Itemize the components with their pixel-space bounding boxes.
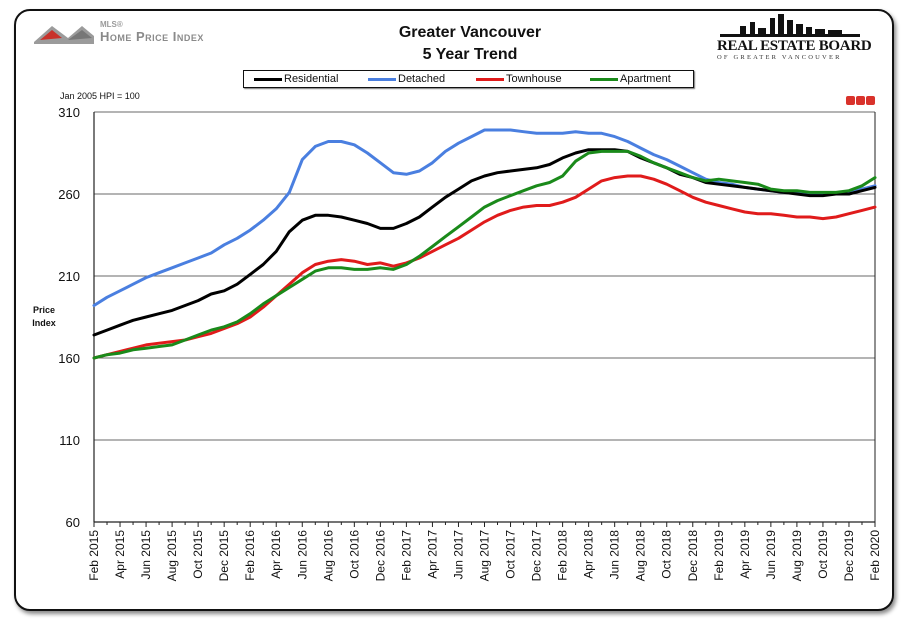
legend-item-residential: Residential xyxy=(254,71,338,87)
house-icon xyxy=(34,26,94,44)
y-tick-label: 160 xyxy=(58,351,80,366)
x-tick-label: Oct 2016 xyxy=(347,530,361,579)
skyline-icon xyxy=(720,14,860,37)
mini-logo-icon xyxy=(866,96,875,105)
legend-item-townhouse: Townhouse xyxy=(476,71,562,87)
series-line-apartment xyxy=(92,149,877,360)
legend-label: Detached xyxy=(398,73,446,85)
x-tick-label: Feb 2015 xyxy=(87,530,101,581)
title-line-1: Greater Vancouver xyxy=(398,24,542,41)
board-name: REAL ESTATE BOARD xyxy=(717,38,872,54)
x-tick-label: Oct 2015 xyxy=(191,530,205,579)
series-line-residential xyxy=(92,148,877,337)
chart-legend: Residential Detached Townhouse Apartment xyxy=(243,70,694,88)
x-tick-label: Aug 2015 xyxy=(165,530,179,582)
y-axis-label-line-1: Price xyxy=(32,305,56,315)
x-tick-label: Apr 2019 xyxy=(738,530,752,579)
x-tick-label: Aug 2017 xyxy=(478,530,492,582)
x-tick-label: Dec 2019 xyxy=(842,530,856,582)
x-tick-label: Feb 2017 xyxy=(399,530,413,581)
legend-label: Residential xyxy=(284,73,339,85)
x-tick-label: Oct 2018 xyxy=(660,530,674,579)
x-tick-label: Aug 2018 xyxy=(634,530,648,582)
board-subtitle: OF GREATER VANCOUVER xyxy=(717,54,842,61)
x-tick-label: Feb 2019 xyxy=(712,530,726,581)
mls-hpi-logo: MLS® Home Price Index xyxy=(32,20,262,50)
x-tick-label: Apr 2017 xyxy=(425,530,439,579)
mini-logo-icon xyxy=(856,96,865,105)
x-tick-label: Jun 2017 xyxy=(451,530,465,580)
chart-title: Greater Vancouver 5 Year Trend xyxy=(330,22,610,66)
x-tick-label: Apr 2018 xyxy=(582,530,596,579)
legend-swatch xyxy=(476,77,504,81)
x-tick-label: Apr 2016 xyxy=(269,530,283,579)
real-estate-board-logo: REAL ESTATE BOARD OF GREATER VANCOUVER xyxy=(710,12,880,64)
x-tick-label: Dec 2015 xyxy=(217,530,231,582)
y-tick-label: 110 xyxy=(59,433,80,448)
y-tick-label: 60 xyxy=(66,515,80,530)
y-tick-label: 210 xyxy=(58,269,80,284)
y-axis-label-line-2: Index xyxy=(32,318,56,328)
y-tick-label: 310 xyxy=(58,105,80,120)
x-tick-label: Jun 2015 xyxy=(139,530,153,580)
y-tick-label: 260 xyxy=(58,187,80,202)
x-tick-label: Feb 2018 xyxy=(556,530,570,581)
x-tick-label: Dec 2018 xyxy=(686,530,700,582)
x-tick-label: Oct 2017 xyxy=(504,530,518,579)
x-tick-label: Aug 2016 xyxy=(321,530,335,582)
x-tick-label: Apr 2015 xyxy=(113,530,127,579)
hpi-name-text: Home Price Index xyxy=(100,29,204,44)
x-tick-label: Feb 2020 xyxy=(868,530,882,581)
x-tick-label: Aug 2019 xyxy=(790,530,804,582)
x-tick-label: Dec 2017 xyxy=(530,530,544,582)
x-tick-label: Oct 2019 xyxy=(816,530,830,579)
x-tick-label: Jun 2018 xyxy=(608,530,622,580)
legend-label: Apartment xyxy=(620,73,671,85)
x-tick-label: Jun 2019 xyxy=(764,530,778,580)
plot-area xyxy=(94,112,875,522)
mls-mini-logo xyxy=(845,92,875,110)
legend-swatch xyxy=(254,77,282,81)
legend-label: Townhouse xyxy=(506,73,562,85)
x-tick-label: Jun 2016 xyxy=(295,530,309,580)
x-tick-label: Dec 2016 xyxy=(373,530,387,582)
title-line-2: 5 Year Trend xyxy=(422,46,518,63)
hpi-mls-text: MLS® xyxy=(100,20,123,29)
legend-item-detached: Detached xyxy=(368,71,445,87)
x-tick-label: Feb 2016 xyxy=(243,530,257,581)
series-line-townhouse xyxy=(92,174,877,360)
mini-logo-icon xyxy=(846,96,855,105)
legend-item-apartment: Apartment xyxy=(590,71,671,87)
legend-swatch xyxy=(368,77,396,81)
legend-swatch xyxy=(590,77,618,81)
base-note: Jan 2005 HPI = 100 xyxy=(60,91,140,101)
y-axis-label: Price Index xyxy=(28,304,60,330)
